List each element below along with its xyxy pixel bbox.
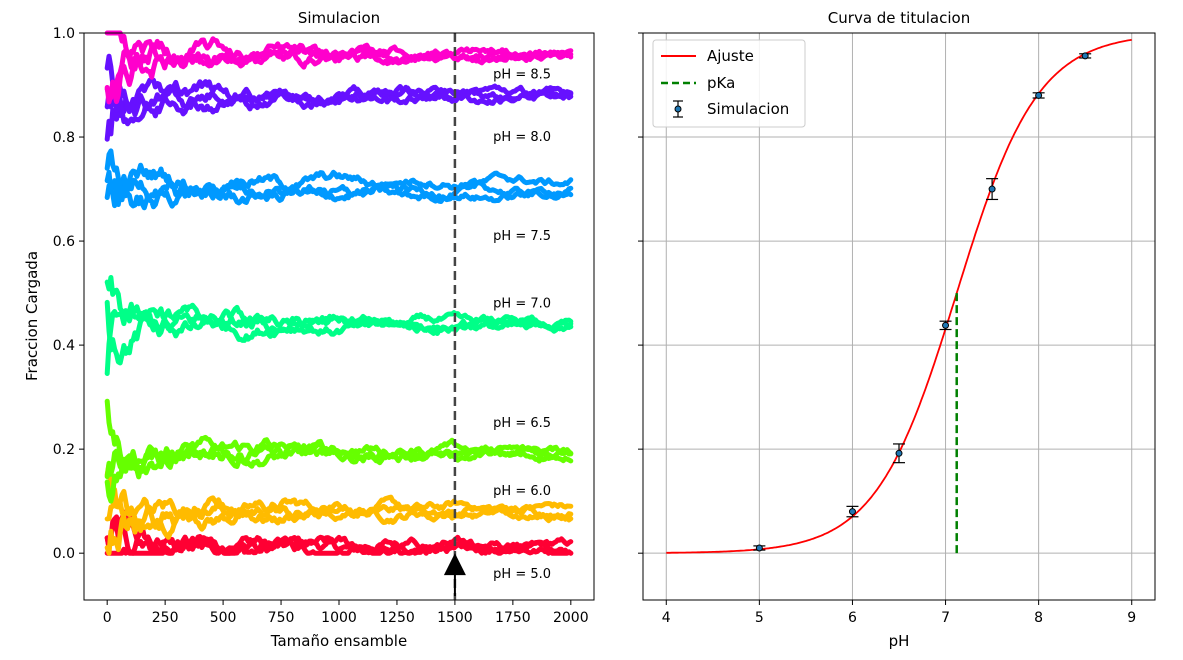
x-tick-label: 1750 [495, 610, 531, 626]
x-tick-label: 8 [1034, 610, 1043, 626]
series-50 [104, 509, 574, 556]
point-marker [942, 321, 950, 329]
left-ylabel: Fraccion Cargada [23, 251, 41, 381]
trace [104, 162, 574, 207]
trace [104, 534, 574, 556]
trace [104, 53, 574, 127]
ph-annotation: pH = 8.5 [493, 68, 551, 83]
simulation-point [1032, 91, 1045, 99]
x-tick-label: 750 [268, 610, 295, 626]
left-annotations: pH = 8.5 pH = 8.0 pH = 7.5 pH = 7.0 pH = 6.5… [493, 68, 551, 582]
trace [104, 461, 574, 540]
series-85 [104, 30, 574, 105]
y-tick-label: 0.6 [53, 234, 75, 250]
x-tick-label: 7 [941, 610, 950, 626]
legend-fit-label: Ajuste [707, 47, 754, 65]
trace [104, 304, 574, 376]
right-x-ticks: 4 5 6 7 8 9 [662, 600, 1136, 626]
x-tick-label: 1500 [437, 610, 473, 626]
x-tick-label: 4 [662, 610, 671, 626]
point-marker [848, 508, 856, 516]
ph-annotation: pH = 7.0 [493, 296, 551, 311]
ph-annotation: pH = 8.0 [493, 130, 551, 145]
simulation-point [893, 443, 905, 464]
left-plot-data [104, 30, 574, 600]
simulation-point [1079, 52, 1092, 60]
simulation-point [939, 320, 952, 331]
legend-points-swatch [673, 100, 683, 118]
trace [104, 275, 574, 343]
ph-annotation: pH = 5.0 [493, 567, 551, 582]
x-tick-label: 5 [755, 610, 764, 626]
y-tick-label: 1.0 [53, 26, 75, 42]
left-panel: Simulacion 0 250 500 750 1000 1250 1500 1750 200… [23, 9, 595, 650]
trace [104, 434, 574, 480]
point-marker [1081, 52, 1089, 60]
arrow-head [443, 553, 466, 576]
trace [104, 495, 574, 556]
x-tick-label: 1250 [379, 610, 415, 626]
legend-points-label: Simulacion [707, 100, 789, 118]
x-tick-label: 250 [152, 610, 179, 626]
right-title: Curva de titulacion [828, 9, 970, 27]
x-tick-label: 2000 [553, 610, 589, 626]
y-tick-label: 0.8 [53, 130, 75, 146]
right-panel: Curva de titulacion 4 5 6 7 8 9 pH Ajuste pKa… [638, 9, 1156, 650]
series-75 [104, 148, 574, 211]
left-x-ticks: 0 250 500 750 1000 1250 1500 1750 2000 [103, 600, 589, 626]
series-70 [104, 275, 574, 376]
y-tick-label: 0.0 [53, 546, 75, 562]
simulation-point [986, 178, 999, 201]
series-60 [104, 461, 574, 556]
left-y-ticks: 0.0 0.2 0.4 0.6 0.8 1.0 [53, 26, 84, 562]
point-marker [755, 544, 763, 552]
trace [104, 79, 574, 119]
y-tick-label: 0.4 [53, 338, 75, 354]
x-tick-label: 9 [1127, 610, 1136, 626]
right-plot-data [666, 38, 1132, 554]
x-tick-label: 500 [210, 610, 237, 626]
ph-annotation: pH = 7.5 [493, 229, 551, 244]
point-marker [895, 449, 903, 457]
x-tick-label: 0 [103, 610, 112, 626]
y-tick-label: 0.2 [53, 442, 75, 458]
right-legend: Ajuste pKa Simulacion [652, 39, 806, 128]
point-marker [1035, 91, 1043, 99]
left-title: Simulacion [298, 9, 380, 27]
trace [104, 38, 574, 105]
x-tick-label: 6 [848, 610, 857, 626]
series-65 [104, 398, 574, 504]
ph-annotation: pH = 6.5 [493, 416, 551, 431]
simulation-point [846, 505, 859, 518]
series-80 [104, 53, 574, 142]
legend-pka-label: pKa [707, 74, 735, 92]
trace [104, 148, 574, 211]
x-tick-label: 1000 [321, 610, 357, 626]
right-xlabel: pH [889, 632, 910, 650]
left-xlabel: Tamaño ensamble [270, 632, 407, 650]
simulation-point [753, 544, 766, 552]
ph-annotation: pH = 6.0 [493, 484, 551, 499]
right-y-ticks [638, 32, 643, 554]
trace [104, 398, 574, 480]
point-marker [988, 185, 996, 193]
right-axes-frame [642, 32, 1156, 601]
legend-box [652, 39, 806, 128]
